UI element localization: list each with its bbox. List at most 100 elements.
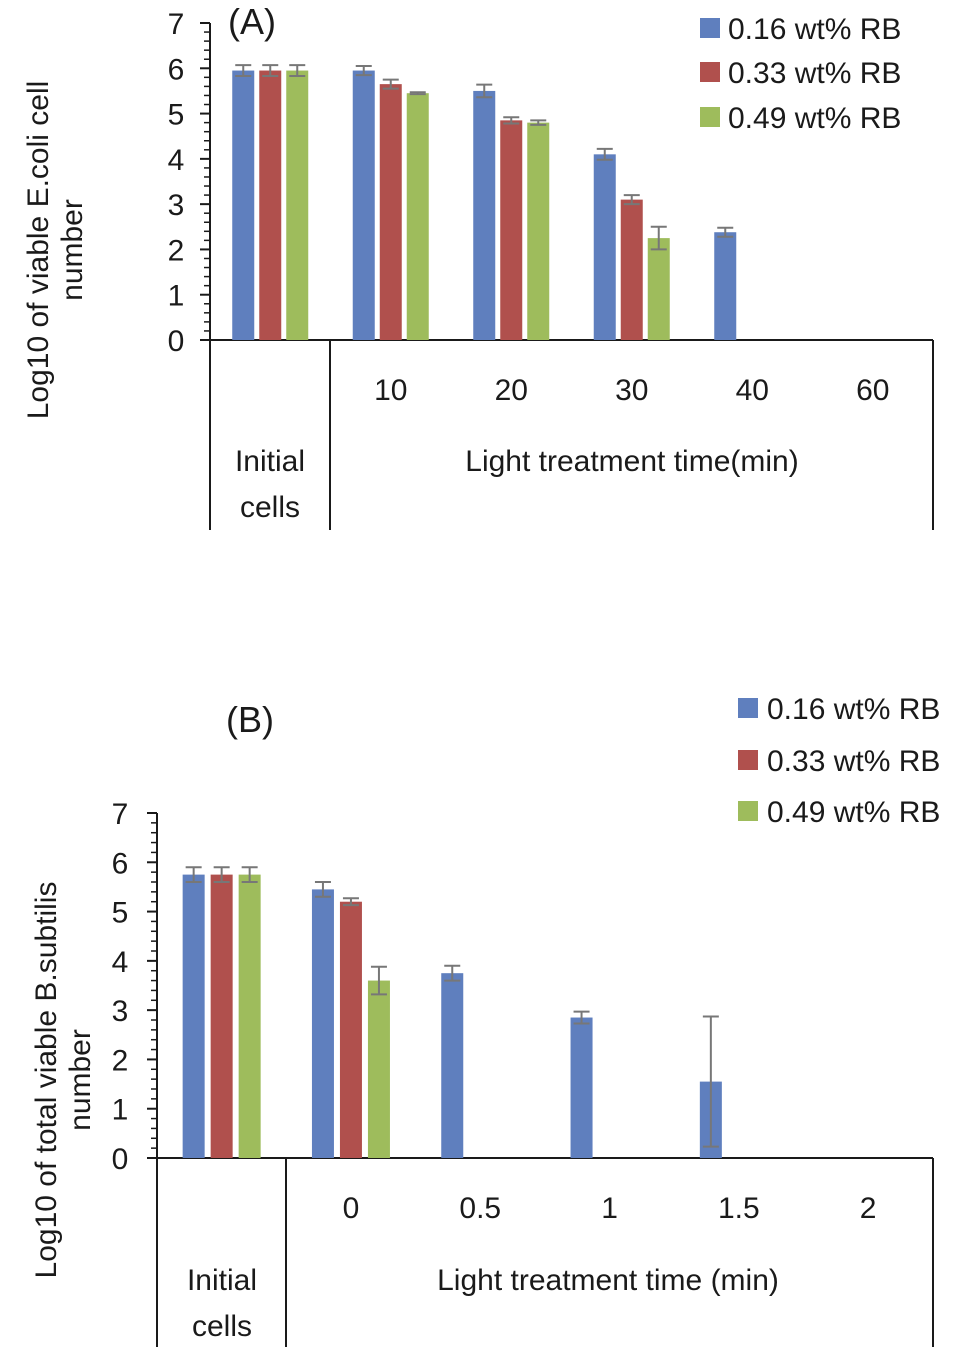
bar-1-3 (570, 1017, 593, 1158)
error-bar (702, 1015, 719, 1148)
bar-3-3 (647, 238, 670, 340)
bar-3-2 (527, 122, 550, 340)
bar-3-0 (286, 70, 309, 341)
y-axis-title-line: Log10 of viable E.coli cell (22, 81, 55, 420)
y-axis-title-line: number (64, 1029, 97, 1131)
y-tick-label: 5 (168, 99, 185, 132)
y-tick-label: 4 (168, 144, 185, 177)
error-bar (241, 866, 258, 883)
y-tick-label: 0 (168, 325, 185, 358)
x-category-label: 1.5 (718, 1192, 760, 1225)
error-bar (409, 91, 426, 96)
legend-label: 0.16 wt% RB (728, 13, 901, 46)
chart-panel-b: 0 1 2 3 4 5 6 7 0 0.5 1 1.5 2 Initial cells Light treat… (30, 693, 940, 1347)
error-bar (213, 866, 230, 883)
x-axis-title: Light treatment time (min) (437, 1264, 779, 1297)
error-bar (370, 965, 387, 996)
legend-label: 0.49 wt% RB (728, 102, 901, 135)
group-label-initial: cells (240, 491, 300, 524)
y-axis-title: Log10 of viable E.coli cell number (22, 81, 89, 420)
y-tick-label: 7 (168, 8, 185, 41)
group-label-initial: Initial (235, 445, 305, 478)
bar-2-2 (500, 120, 523, 340)
bar-1-1 (352, 70, 375, 341)
error-bar (314, 881, 331, 898)
bar-2-1 (379, 84, 402, 340)
bar-2-0 (210, 874, 233, 1158)
y-axis-title-line: number (56, 199, 89, 301)
error-bar (444, 964, 461, 982)
error-bar (596, 147, 613, 161)
x-axis-title: Light treatment time(min) (465, 445, 798, 478)
error-bar (382, 78, 399, 90)
legend-item: 0.33 wt% RB (738, 745, 940, 778)
legend-swatch (738, 750, 758, 770)
y-axis-title: Log10 of total viable B.subtilis number (30, 882, 97, 1279)
legend: 0.16 wt% RB 0.33 wt% RB 0.49 wt% RB (700, 13, 901, 135)
group-label-initial: cells (192, 1310, 252, 1343)
error-bar (262, 64, 279, 77)
y-tick-label: 1 (168, 280, 185, 313)
legend-item: 0.16 wt% RB (738, 693, 940, 726)
x-category-label: 2 (860, 1192, 877, 1225)
error-bar (185, 866, 202, 883)
error-bar (342, 897, 359, 907)
legend-item: 0.16 wt% RB (700, 13, 901, 46)
bar-3-0 (238, 874, 261, 1158)
y-tick-label: 6 (112, 847, 129, 880)
error-bar (235, 64, 252, 77)
legend-swatch (700, 62, 720, 82)
legend-label: 0.49 wt% RB (767, 796, 940, 829)
y-tick-label: 0 (112, 1143, 129, 1176)
bar-1-2 (441, 973, 464, 1158)
error-bar (355, 65, 372, 77)
bar-2-3 (620, 199, 643, 340)
error-bar (623, 194, 640, 206)
y-tick-label: 6 (168, 53, 185, 86)
bar-1-0 (182, 874, 205, 1158)
group-label-initial: Initial (187, 1264, 257, 1297)
x-category-label: 10 (374, 374, 407, 407)
legend-label: 0.16 wt% RB (767, 693, 940, 726)
y-tick-label: 3 (112, 995, 129, 1028)
bar-1-2 (473, 90, 496, 340)
error-bar (650, 225, 667, 251)
legend-item: 0.33 wt% RB (700, 57, 901, 90)
bar-1-3 (593, 154, 616, 340)
bar-3-1 (367, 980, 390, 1158)
x-category-label: 30 (615, 374, 648, 407)
legend-label: 0.33 wt% RB (728, 57, 901, 90)
y-tick-label: 2 (112, 1044, 129, 1077)
bar-2-1 (339, 901, 362, 1158)
bar-1-4 (714, 232, 737, 340)
y-tick-label: 1 (112, 1094, 129, 1127)
error-bar (717, 226, 734, 238)
panel-label: (A) (228, 1, 276, 42)
x-category-label: 0.5 (459, 1192, 501, 1225)
panel-label: (B) (226, 699, 274, 740)
x-category-label: 40 (736, 374, 769, 407)
y-tick-label: 3 (168, 189, 185, 222)
bar-1-1 (311, 889, 334, 1158)
legend-swatch (700, 107, 720, 127)
error-bar (573, 1010, 590, 1025)
y-tick-label: 7 (112, 798, 129, 831)
legend-item: 0.49 wt% RB (700, 102, 901, 135)
legend-label: 0.33 wt% RB (767, 745, 940, 778)
y-axis-title-line: Log10 of total viable B.subtilis (30, 882, 63, 1279)
legend: 0.16 wt% RB 0.33 wt% RB 0.49 wt% RB (738, 693, 940, 829)
bar-2-0 (259, 70, 282, 341)
x-category-label: 1 (601, 1192, 618, 1225)
bar-1-0 (232, 70, 255, 341)
error-bar (289, 64, 306, 77)
bar-3-1 (406, 93, 429, 340)
legend-swatch (738, 801, 758, 821)
error-bar (476, 83, 493, 99)
error-bar (530, 119, 547, 126)
legend-swatch (738, 698, 758, 718)
y-tick-label: 5 (112, 897, 129, 930)
legend-item: 0.49 wt% RB (738, 796, 940, 829)
x-category-label: 20 (495, 374, 528, 407)
error-bar (503, 116, 520, 125)
